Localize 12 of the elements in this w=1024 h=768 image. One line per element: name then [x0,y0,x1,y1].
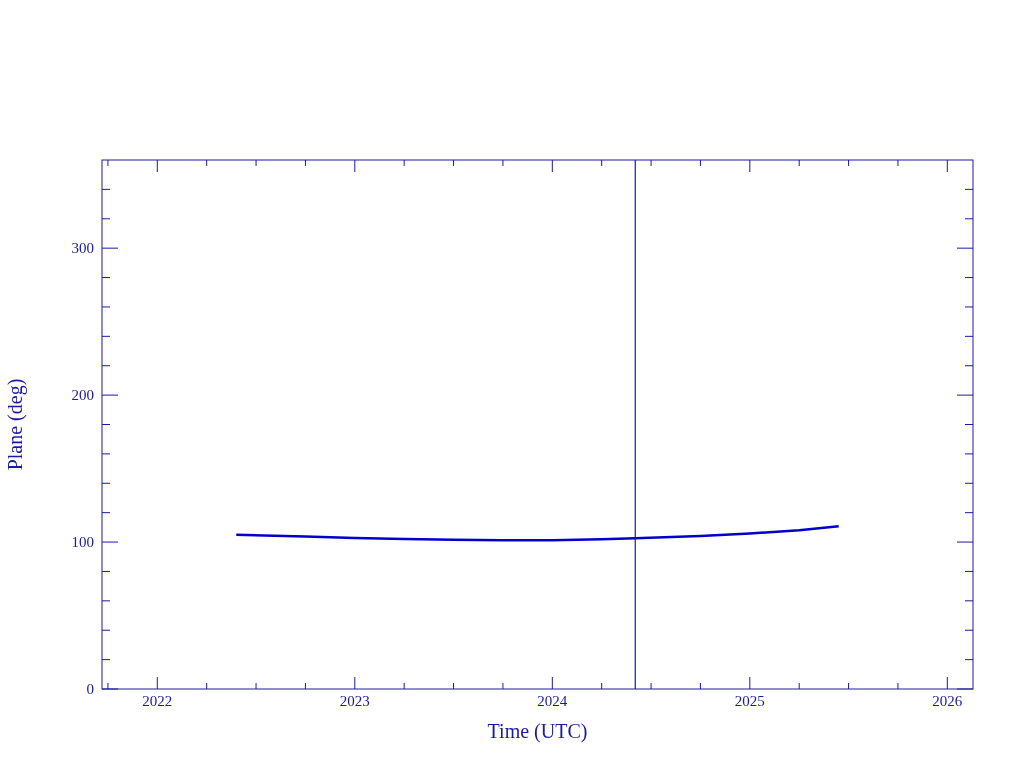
y-tick-label: 200 [71,387,94,404]
x-tick-label: 2025 [734,693,765,709]
y-tick-label: 100 [71,534,94,551]
x-tick-label: 2022 [142,693,173,709]
y-axis-title: Plane (deg) [4,378,27,471]
x-tick-label: 2024 [537,693,568,709]
x-axis-title: Time (UTC) [487,720,588,743]
y-tick-label: 0 [86,681,94,697]
line-series [235,524,840,542]
y-tick-label: 300 [71,240,94,257]
x-tick-label: 2023 [339,693,370,709]
x-tick-label: 2026 [932,693,963,709]
